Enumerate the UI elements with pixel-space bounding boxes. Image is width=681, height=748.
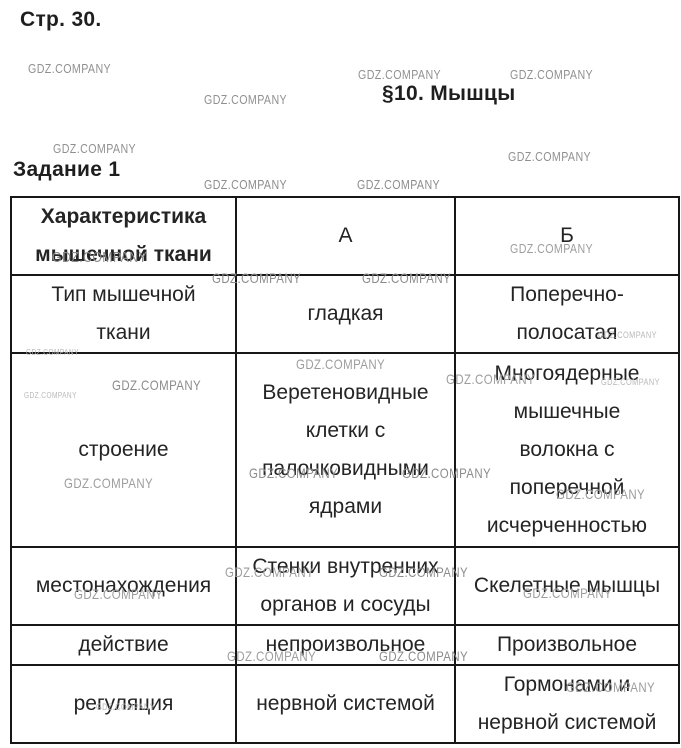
cell-text-line: непроизвольное bbox=[265, 633, 426, 656]
cell-text-line: Тип мышечной bbox=[51, 283, 196, 306]
cell-tissue-type-a: гладкая bbox=[235, 274, 456, 354]
cell-text-line: волокна с bbox=[519, 438, 615, 461]
cell-location-a: Стенки внутренних органов и сосуды bbox=[235, 546, 456, 626]
cell-text-line: Гормонами и bbox=[503, 673, 631, 696]
table-row-structure: строение Веретеновидные клетки с палочкови… bbox=[10, 352, 680, 548]
watermark-text: GDZ.COMPANY bbox=[358, 67, 442, 82]
cell-regulation-label: регуляция bbox=[10, 664, 237, 744]
cell-regulation-a: нервной системой bbox=[235, 664, 456, 744]
header-cell-b: Б bbox=[454, 196, 680, 276]
table-row-tissue-type: Тип мышечной ткани гладкая Поперечно-поло… bbox=[10, 274, 680, 354]
header-cell-characteristic: Характеристика мышечной ткани bbox=[10, 196, 237, 276]
cell-text-line: полосатая bbox=[516, 321, 618, 344]
cell-location-label: местонахождения bbox=[10, 546, 237, 626]
cell-text-line: Веретеновидные bbox=[262, 381, 429, 404]
cell-text-line: исчерченностью bbox=[486, 514, 648, 537]
cell-text-line: регуляция bbox=[73, 692, 174, 715]
watermark-text: GDZ.COMPANY bbox=[204, 177, 288, 192]
cell-text-line: ядрами bbox=[308, 495, 383, 518]
watermark-text: GDZ.COMPANY bbox=[510, 67, 594, 82]
section-title: §10. Мышцы bbox=[382, 82, 516, 105]
cell-text-line: действие bbox=[78, 633, 169, 656]
cell-text-line: гладкая bbox=[307, 302, 384, 325]
cell-text-line: Характеристика bbox=[40, 205, 207, 228]
cell-text-line: строение bbox=[78, 438, 169, 461]
cell-text-line: Стенки внутренних bbox=[252, 555, 439, 578]
cell-text-line: Произвольное bbox=[496, 633, 638, 656]
task-heading: Задание 1 bbox=[13, 158, 121, 181]
cell-text-line: поперечной bbox=[509, 476, 625, 499]
table-header-row: Характеристика мышечной ткани А Б bbox=[10, 196, 680, 276]
cell-structure-b: Многоядерные мышечные волокна с поперечной и… bbox=[454, 352, 680, 548]
cell-regulation-b: Гормонами и нервной системой bbox=[454, 664, 680, 744]
table-row-action: действие непроизвольное Произвольное bbox=[10, 624, 680, 666]
cell-text-line: органов и сосуды bbox=[260, 593, 431, 616]
cell-tissue-type-label: Тип мышечной ткани bbox=[10, 274, 237, 354]
watermark-text: GDZ.COMPANY bbox=[204, 92, 288, 107]
cell-structure-label: строение bbox=[10, 352, 237, 548]
cell-text-line: клетки с bbox=[305, 419, 386, 442]
cell-text-line: нервной системой bbox=[256, 692, 435, 715]
cell-text-line: А bbox=[338, 224, 353, 247]
cell-action-a: непроизвольное bbox=[235, 624, 456, 666]
cell-text-line: палочковидными bbox=[262, 457, 429, 480]
cell-text-line: Б bbox=[560, 224, 574, 247]
cell-action-b: Произвольное bbox=[454, 624, 680, 666]
cell-structure-a: Веретеновидные клетки с палочковидными ядра… bbox=[235, 352, 456, 548]
watermark-text: GDZ.COMPANY bbox=[53, 141, 137, 156]
watermark-text: GDZ.COMPANY bbox=[508, 149, 592, 164]
cell-action-label: действие bbox=[10, 624, 237, 666]
table-row-regulation: регуляция нервной системой Гормонами и не… bbox=[10, 664, 680, 744]
cell-text-line: местонахождения bbox=[35, 574, 212, 597]
watermark-text: GDZ.COMPANY bbox=[357, 177, 441, 192]
muscle-tissue-table: Характеристика мышечной ткани А Б Тип мыш… bbox=[10, 196, 680, 744]
table-row-location: местонахождения Стенки внутренних органов… bbox=[10, 546, 680, 626]
cell-text-line: Скелетные мышцы bbox=[473, 574, 661, 597]
header-cell-a: А bbox=[235, 196, 456, 276]
page-number-label: Стр. 30. bbox=[20, 8, 102, 31]
cell-text-line: Многоядерные bbox=[494, 362, 640, 385]
cell-location-b: Скелетные мышцы bbox=[454, 546, 680, 626]
cell-text-line: мышечные bbox=[513, 400, 621, 423]
cell-tissue-type-b: Поперечно-полосатая bbox=[454, 274, 680, 354]
cell-text-line: нервной системой bbox=[477, 711, 657, 734]
cell-text-line: мышечной ткани bbox=[35, 243, 212, 266]
cell-text-line: Поперечно- bbox=[510, 283, 624, 306]
watermark-text: GDZ.COMPANY bbox=[28, 61, 112, 76]
cell-text-line: ткани bbox=[96, 321, 151, 344]
